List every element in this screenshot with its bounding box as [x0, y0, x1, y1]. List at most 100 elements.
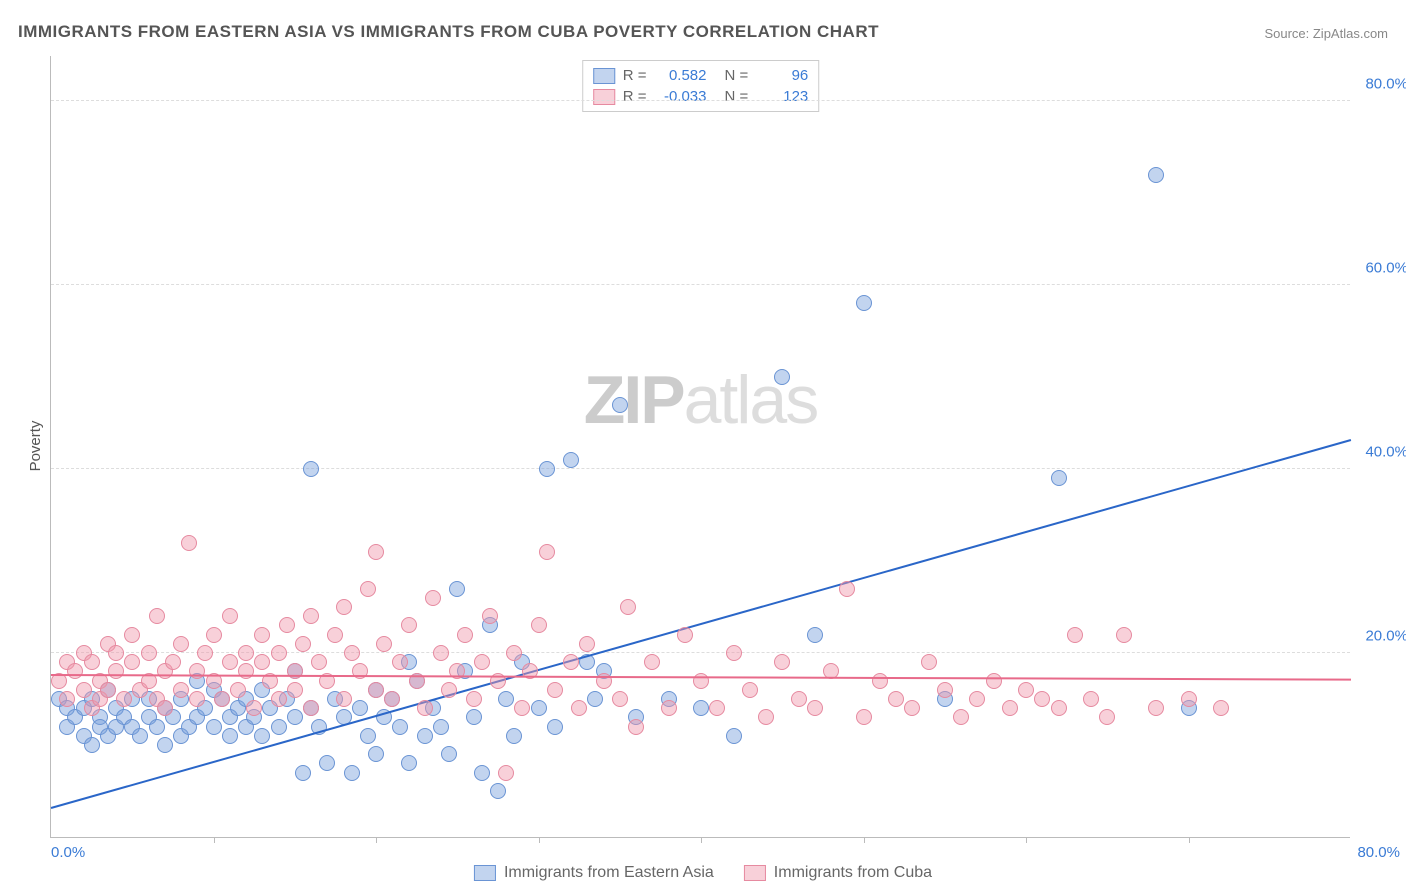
scatter-point [1148, 167, 1164, 183]
scatter-point [352, 700, 368, 716]
scatter-point [774, 654, 790, 670]
scatter-point [1213, 700, 1229, 716]
legend-r-label: R = [623, 88, 647, 105]
scatter-point [149, 608, 165, 624]
scatter-point [401, 755, 417, 771]
legend-n-value: 123 [756, 88, 808, 105]
scatter-point [531, 617, 547, 633]
scatter-point [295, 636, 311, 652]
scatter-point [612, 397, 628, 413]
scatter-point [287, 709, 303, 725]
scatter-point [449, 581, 465, 597]
scatter-point [425, 590, 441, 606]
y-axis-label: Poverty [27, 421, 44, 472]
scatter-point [644, 654, 660, 670]
x-tick-label: 0.0% [51, 844, 85, 861]
scatter-point [677, 627, 693, 643]
scatter-point [254, 627, 270, 643]
scatter-point [303, 608, 319, 624]
scatter-point [246, 700, 262, 716]
scatter-point [1051, 470, 1067, 486]
scatter-point [506, 645, 522, 661]
legend-row: R = -0.033 N = 123 [593, 86, 809, 107]
scatter-point [563, 452, 579, 468]
scatter-point [506, 728, 522, 744]
y-tick-label: 60.0% [1365, 260, 1406, 277]
scatter-point [1018, 682, 1034, 698]
scatter-point [189, 691, 205, 707]
scatter-point [206, 719, 222, 735]
scatter-point [921, 654, 937, 670]
scatter-point [344, 645, 360, 661]
x-tick-mark [376, 837, 377, 843]
scatter-point [433, 645, 449, 661]
scatter-point [271, 645, 287, 661]
scatter-point [856, 295, 872, 311]
scatter-point [238, 663, 254, 679]
scatter-point [433, 719, 449, 735]
scatter-point [100, 682, 116, 698]
scatter-point [360, 581, 376, 597]
scatter-point [969, 691, 985, 707]
scatter-point [392, 719, 408, 735]
scatter-point [482, 608, 498, 624]
scatter-point [59, 691, 75, 707]
scatter-point [368, 746, 384, 762]
scatter-point [222, 608, 238, 624]
gridline [51, 468, 1350, 469]
scatter-point [1067, 627, 1083, 643]
gridline [51, 100, 1350, 101]
scatter-point [839, 581, 855, 597]
legend-r-label: R = [623, 67, 647, 84]
scatter-point [279, 617, 295, 633]
scatter-point [587, 691, 603, 707]
scatter-point [986, 673, 1002, 689]
scatter-point [441, 682, 457, 698]
scatter-point [67, 663, 83, 679]
scatter-point [758, 709, 774, 725]
chart-title: IMMIGRANTS FROM EASTERN ASIA VS IMMIGRAN… [18, 22, 879, 42]
scatter-point [303, 700, 319, 716]
correlation-legend: R =0.582N =96R =-0.033N =123 [582, 60, 820, 112]
scatter-point [791, 691, 807, 707]
legend-r-value: -0.033 [655, 88, 707, 105]
scatter-point [953, 709, 969, 725]
scatter-point [360, 728, 376, 744]
scatter-point [336, 599, 352, 615]
legend-row: R =0.582N =96 [593, 65, 809, 86]
scatter-point [254, 728, 270, 744]
scatter-point [904, 700, 920, 716]
scatter-point [336, 691, 352, 707]
scatter-point [76, 682, 92, 698]
legend-n-label: N = [725, 67, 749, 84]
y-tick-label: 40.0% [1365, 444, 1406, 461]
scatter-point [368, 544, 384, 560]
x-tick-label: 80.0% [1357, 844, 1400, 861]
scatter-point [124, 627, 140, 643]
scatter-point [807, 627, 823, 643]
scatter-point [539, 461, 555, 477]
scatter-point [612, 691, 628, 707]
scatter-point [238, 645, 254, 661]
scatter-point [531, 700, 547, 716]
legend-swatch [593, 89, 615, 105]
scatter-point [222, 654, 238, 670]
scatter-point [726, 645, 742, 661]
scatter-point [571, 700, 587, 716]
series-legend: Immigrants from Eastern AsiaImmigrants f… [474, 864, 932, 882]
scatter-point [888, 691, 904, 707]
scatter-point [222, 728, 238, 744]
legend-n-label: N = [725, 88, 749, 105]
legend-item: Immigrants from Eastern Asia [474, 864, 714, 882]
legend-n-value: 96 [756, 67, 808, 84]
scatter-point [327, 627, 343, 643]
x-tick-mark [1189, 837, 1190, 843]
scatter-point [1051, 700, 1067, 716]
scatter-point [498, 691, 514, 707]
scatter-point [384, 691, 400, 707]
scatter-point [254, 654, 270, 670]
scatter-point [774, 369, 790, 385]
scatter-point [311, 654, 327, 670]
scatter-point [1083, 691, 1099, 707]
scatter-point [498, 765, 514, 781]
